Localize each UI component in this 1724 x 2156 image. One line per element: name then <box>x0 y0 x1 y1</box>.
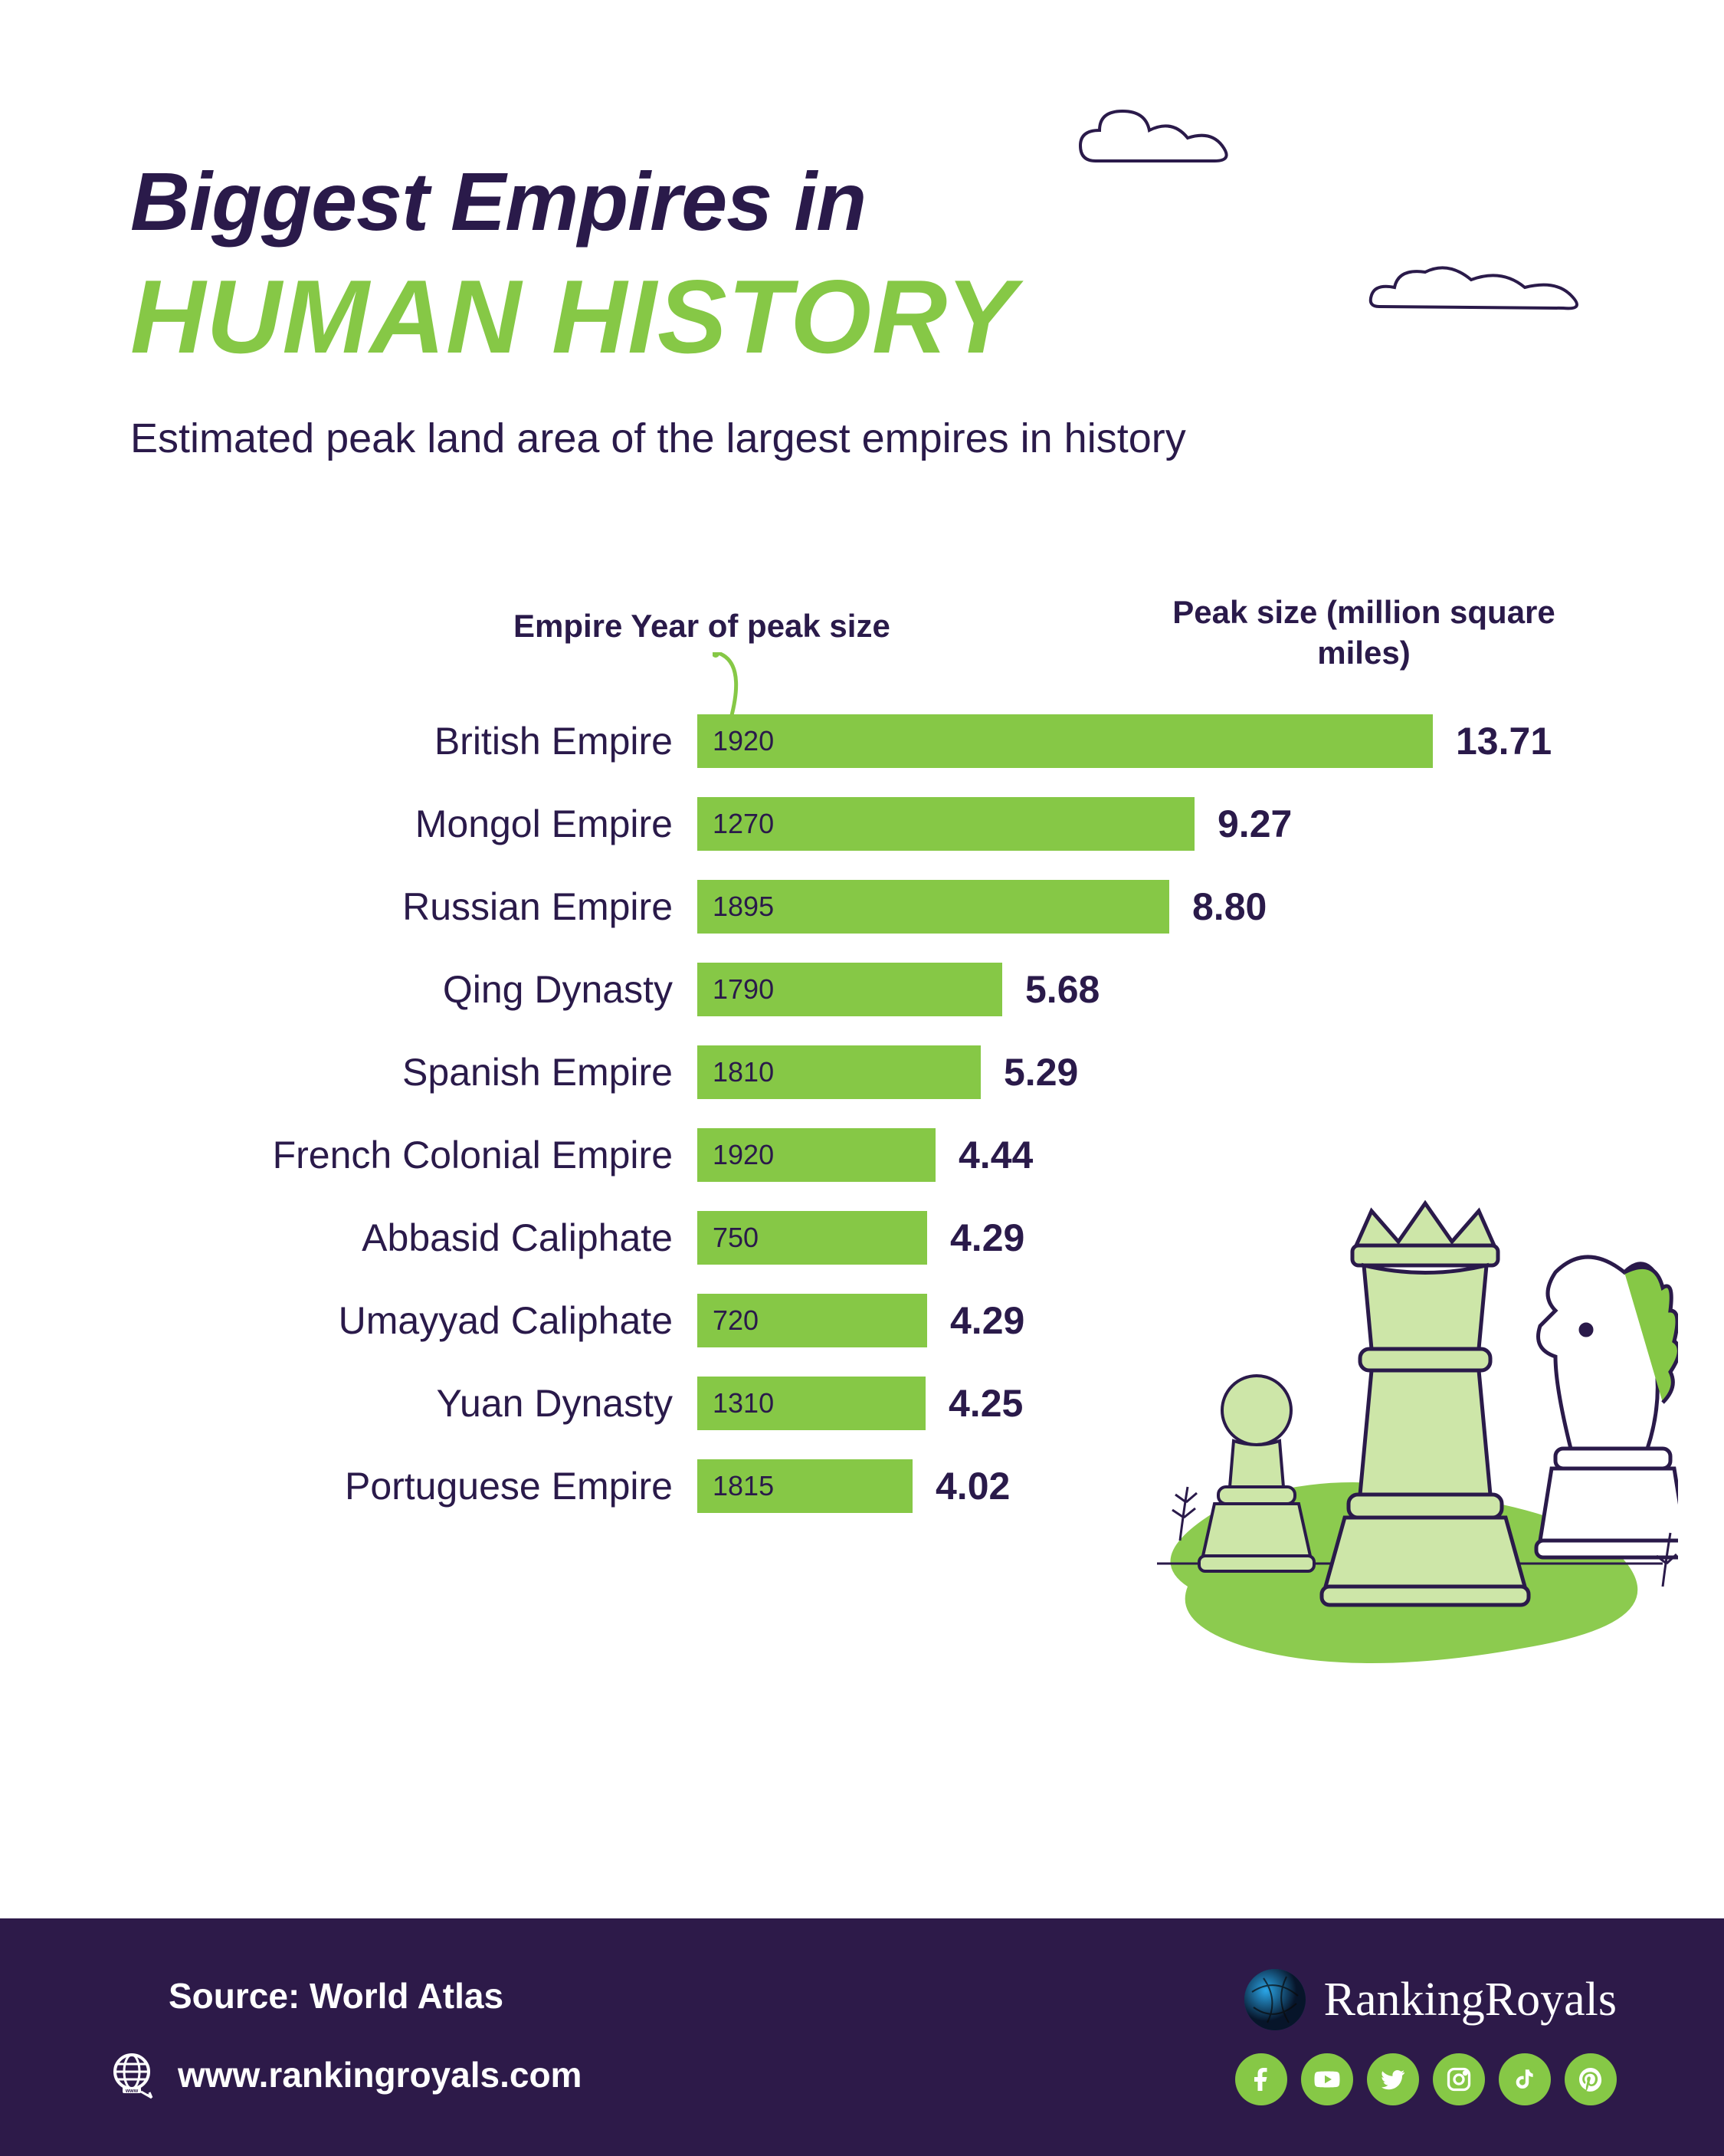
website-link[interactable]: www www.rankingroyals.com <box>107 2050 582 2099</box>
row-bar: 720 <box>697 1294 927 1347</box>
row-value: 8.80 <box>1192 884 1267 929</box>
chart-row: Russian Empire 1895 8.80 <box>130 865 1594 948</box>
globe-icon: www <box>107 2050 156 2099</box>
row-bar: 1810 <box>697 1045 981 1099</box>
youtube-icon[interactable] <box>1301 2053 1353 2105</box>
chart-row: Qing Dynasty 1790 5.68 <box>130 948 1594 1031</box>
row-bar: 1895 <box>697 880 1169 934</box>
row-value: 4.44 <box>959 1133 1033 1177</box>
row-label: Abbasid Caliphate <box>130 1216 697 1260</box>
footer: Source: World Atlas www www.r <box>0 1918 1724 2156</box>
pointer-icon <box>713 652 749 721</box>
row-value: 5.29 <box>1004 1050 1078 1094</box>
row-year: 1920 <box>713 1139 774 1171</box>
row-year: 1810 <box>713 1056 774 1088</box>
brand-text: RankingRoyals <box>1324 1973 1617 2027</box>
row-value: 9.27 <box>1218 802 1292 846</box>
twitter-icon[interactable] <box>1367 2053 1419 2105</box>
row-year: 1270 <box>713 808 774 840</box>
chart-row: Mongol Empire 1270 9.27 <box>130 783 1594 865</box>
chart-row: Umayyad Caliphate 720 4.29 <box>130 1279 1594 1362</box>
row-label: Qing Dynasty <box>130 967 697 1012</box>
row-bar: 1310 <box>697 1377 926 1430</box>
row-bar: 1270 <box>697 797 1195 851</box>
row-bar: 1790 <box>697 963 1002 1016</box>
row-year: 1895 <box>713 891 774 923</box>
instagram-icon[interactable] <box>1433 2053 1485 2105</box>
row-year: 720 <box>713 1304 759 1337</box>
row-value: 4.29 <box>950 1216 1024 1260</box>
title-line2: HUMAN HISTORY <box>130 257 1594 376</box>
empire-bar-chart: Empire Year of peak size Peak size (mill… <box>130 608 1594 1528</box>
chart-row: British Empire 1920 13.71 <box>130 700 1594 783</box>
row-label: Portuguese Empire <box>130 1464 697 1508</box>
row-value: 4.25 <box>949 1381 1023 1426</box>
row-year: 1920 <box>713 725 774 757</box>
subtitle: Estimated peak land area of the largest … <box>130 415 1594 462</box>
row-value: 4.29 <box>950 1298 1024 1343</box>
tiktok-icon[interactable] <box>1499 2053 1551 2105</box>
header-size-label: Peak size (million square miles) <box>1165 592 1563 673</box>
pinterest-icon[interactable] <box>1565 2053 1617 2105</box>
row-label: Umayyad Caliphate <box>130 1298 697 1343</box>
header-year-label: Empire Year of peak size <box>513 608 890 644</box>
row-year: 750 <box>713 1222 759 1254</box>
row-label: Spanish Empire <box>130 1050 697 1094</box>
chart-row: Spanish Empire 1810 5.29 <box>130 1031 1594 1114</box>
row-bar: 750 <box>697 1211 927 1265</box>
row-year: 1790 <box>713 973 774 1006</box>
row-label: British Empire <box>130 719 697 763</box>
row-bar: 1920 <box>697 714 1433 768</box>
chart-row: Yuan Dynasty 1310 4.25 <box>130 1362 1594 1445</box>
row-bar: 1815 <box>697 1459 913 1513</box>
row-value: 5.68 <box>1025 967 1100 1012</box>
svg-text:www: www <box>125 2089 139 2094</box>
row-label: Russian Empire <box>130 884 697 929</box>
row-value: 13.71 <box>1456 719 1552 763</box>
row-label: French Colonial Empire <box>130 1133 697 1177</box>
row-label: Yuan Dynasty <box>130 1381 697 1426</box>
chart-row: French Colonial Empire 1920 4.44 <box>130 1114 1594 1196</box>
chart-row: Portuguese Empire 1815 4.02 <box>130 1445 1594 1528</box>
brand[interactable]: RankingRoyals <box>1244 1969 1617 2030</box>
row-year: 1310 <box>713 1387 774 1419</box>
row-year: 1815 <box>713 1470 774 1502</box>
row-label: Mongol Empire <box>130 802 697 846</box>
facebook-icon[interactable] <box>1235 2053 1287 2105</box>
brand-logo-icon <box>1244 1969 1306 2030</box>
title-line1: Biggest Empires in <box>130 153 1594 249</box>
chart-row: Abbasid Caliphate 750 4.29 <box>130 1196 1594 1279</box>
website-text: www.rankingroyals.com <box>178 2054 582 2095</box>
source-label: Source: World Atlas <box>107 1975 582 2017</box>
row-value: 4.02 <box>936 1464 1010 1508</box>
row-bar: 1920 <box>697 1128 936 1182</box>
